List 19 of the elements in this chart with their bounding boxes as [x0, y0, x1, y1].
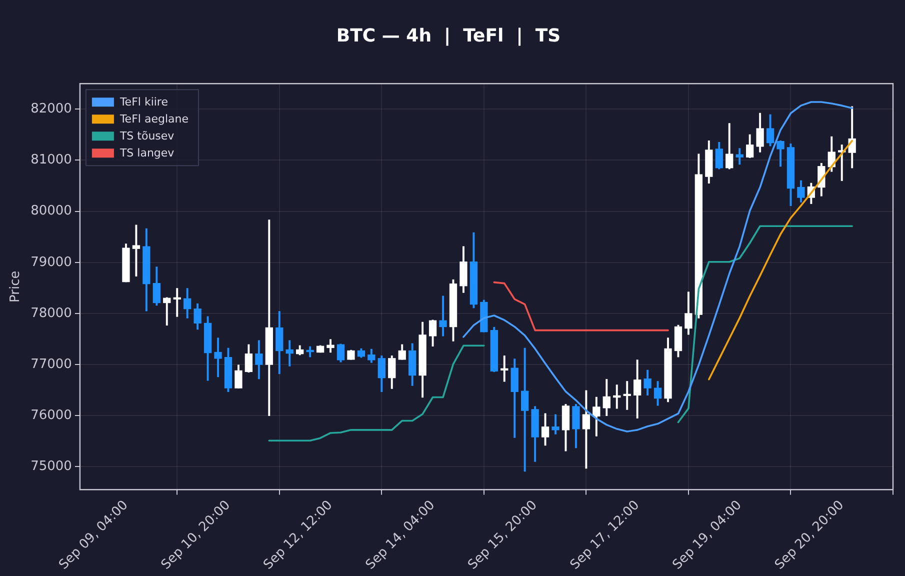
- candlestick: [623, 381, 631, 410]
- y-tick-label: 80000: [30, 204, 72, 219]
- y-axis-title: Price: [8, 270, 24, 303]
- candlestick: [173, 288, 181, 317]
- y-tick-label: 81000: [30, 152, 72, 168]
- y-tick-label: 77000: [30, 356, 72, 372]
- legend-label: TS tõusev: [118, 129, 175, 142]
- y-tick-label: 75000: [30, 459, 72, 474]
- y-tick-label: 76000: [30, 408, 72, 423]
- chart-title: BTC — 4h | TeFl | TS: [336, 25, 561, 46]
- candlestick: [500, 356, 508, 382]
- legend-label: TeFl aeglane: [118, 112, 189, 126]
- y-tick-label: 79000: [30, 254, 72, 270]
- y-tick-label: 82000: [30, 102, 72, 117]
- candlestick: [613, 384, 621, 409]
- legend-label: TS langev: [118, 146, 175, 160]
- y-tick-label: 78000: [30, 306, 72, 321]
- legend-label: TeFl kiire: [118, 95, 168, 108]
- candlestick: [132, 224, 140, 277]
